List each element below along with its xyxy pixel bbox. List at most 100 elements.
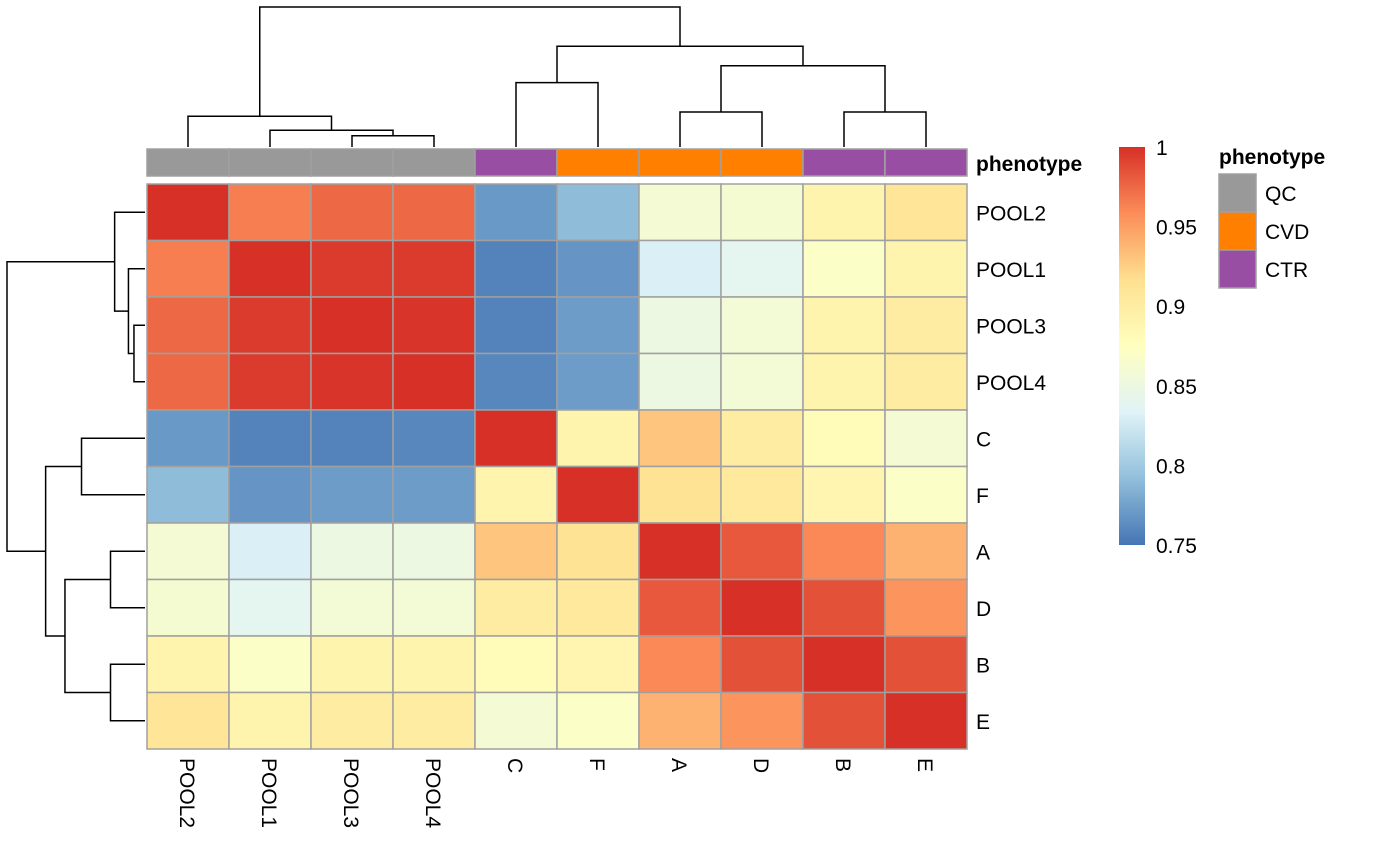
heatmap-cell [884,239,968,298]
row-label: E [976,711,990,734]
phenotype-legend-swatch [1218,211,1257,251]
heatmap-cell [802,352,886,411]
heatmap-cell [392,409,476,468]
column-label: POOL1 [257,758,280,828]
dendrogram-branch [515,81,599,147]
column-labels: POOL2 POOL1 POOL3 POOL4 C F A D B E [175,758,936,828]
heatmap-cell [884,465,968,524]
row-label: D [976,598,991,621]
heatmap-cell [474,578,558,637]
heatmap-cell [802,635,886,694]
heatmap-cell [638,239,722,298]
color-scale-legend: 1 0.95 0.9 0.85 0.8 0.75 [1119,137,1197,558]
heatmap-cell [638,635,722,694]
heatmap-cell [556,691,640,750]
heatmap-cell [720,296,804,355]
heatmap-cell [146,635,230,694]
heatmap-cell [638,409,722,468]
annotation-cell [310,148,394,177]
column-label: F [585,758,608,771]
dendrogram-branch [269,129,394,147]
heatmap-cell [392,183,476,242]
heatmap-cell [310,522,394,581]
heatmap-cell [802,296,886,355]
heatmap-cell [310,352,394,411]
annotation-track-label: phenotype [976,153,1082,176]
heatmap-cell [474,465,558,524]
heatmap-cell [884,522,968,581]
heatmap-cell [228,183,312,242]
heatmap-cell [228,635,312,694]
dendrogram-branch [843,111,927,147]
row-label: POOL1 [976,259,1046,282]
column-label: POOL3 [339,758,362,828]
annotation-cell [802,148,886,177]
dendrogram-branch [720,65,886,112]
color-scale-tick-label: 0.85 [1156,376,1197,399]
row-dendrogram [6,211,145,722]
dendrogram-branch [64,578,111,694]
phenotype-legend-label: QC [1265,183,1297,206]
heatmap-cell [474,635,558,694]
heatmap-cell [638,183,722,242]
column-label: E [913,758,936,772]
heatmap-cell [720,183,804,242]
heatmap-cell [720,578,804,637]
row-label: POOL4 [976,372,1046,395]
heatmap-cell [720,635,804,694]
heatmap-cell [310,465,394,524]
phenotype-legend-swatch [1218,249,1257,289]
heatmap-cell [146,296,230,355]
color-scale-tick-label: 0.9 [1156,296,1185,319]
phenotype-legend-label: CTR [1265,259,1308,282]
row-label: POOL3 [976,315,1046,338]
heatmap-cell [392,578,476,637]
annotation-cell [474,148,558,177]
heatmap-cell [720,239,804,298]
heatmap-cell [392,635,476,694]
heatmap-cell [802,183,886,242]
dendrogram-branch [44,465,82,637]
column-label: C [503,758,526,773]
heatmap-cell [146,578,230,637]
phenotype-legend-label: CVD [1265,221,1309,244]
heatmap-cell [474,296,558,355]
dendrogram-branch [351,135,435,147]
heatmap-cell [884,183,968,242]
heatmap-cell [310,239,394,298]
heatmap-cell [556,296,640,355]
heatmap-cell [146,409,230,468]
heatmap-cell [310,183,394,242]
column-label: B [831,758,854,772]
phenotype-legend-title: phenotype [1219,146,1325,169]
heatmap-cell [556,465,640,524]
heatmap-cell [556,183,640,242]
heatmap-cell [720,352,804,411]
heatmap-cell [392,465,476,524]
heatmap-cell [474,691,558,750]
heatmap-cell [802,578,886,637]
heatmap-cell [228,409,312,468]
heatmap-cell [802,522,886,581]
heatmap-cell [638,296,722,355]
annotation-cell [228,148,312,177]
phenotype-legend: phenotype QC CVD CTR [1218,146,1325,289]
heatmap-cell [720,522,804,581]
row-label: C [976,428,991,451]
heatmap-cell [884,409,968,468]
heatmap-cell [638,691,722,750]
heatmap-cell [228,352,312,411]
heatmap-cell [802,409,886,468]
column-label: A [667,758,690,772]
heatmap-cell [802,691,886,750]
annotation-cell [884,148,968,177]
heatmap-cell [884,635,968,694]
dendrogram-branch [127,268,145,355]
row-label: POOL2 [976,202,1046,225]
heatmap-cell [228,691,312,750]
dendrogram-branch [6,260,115,552]
row-label: F [976,485,989,508]
heatmap-cell [146,239,230,298]
heatmap-cell [474,522,558,581]
dendrogram-branch [679,111,763,147]
